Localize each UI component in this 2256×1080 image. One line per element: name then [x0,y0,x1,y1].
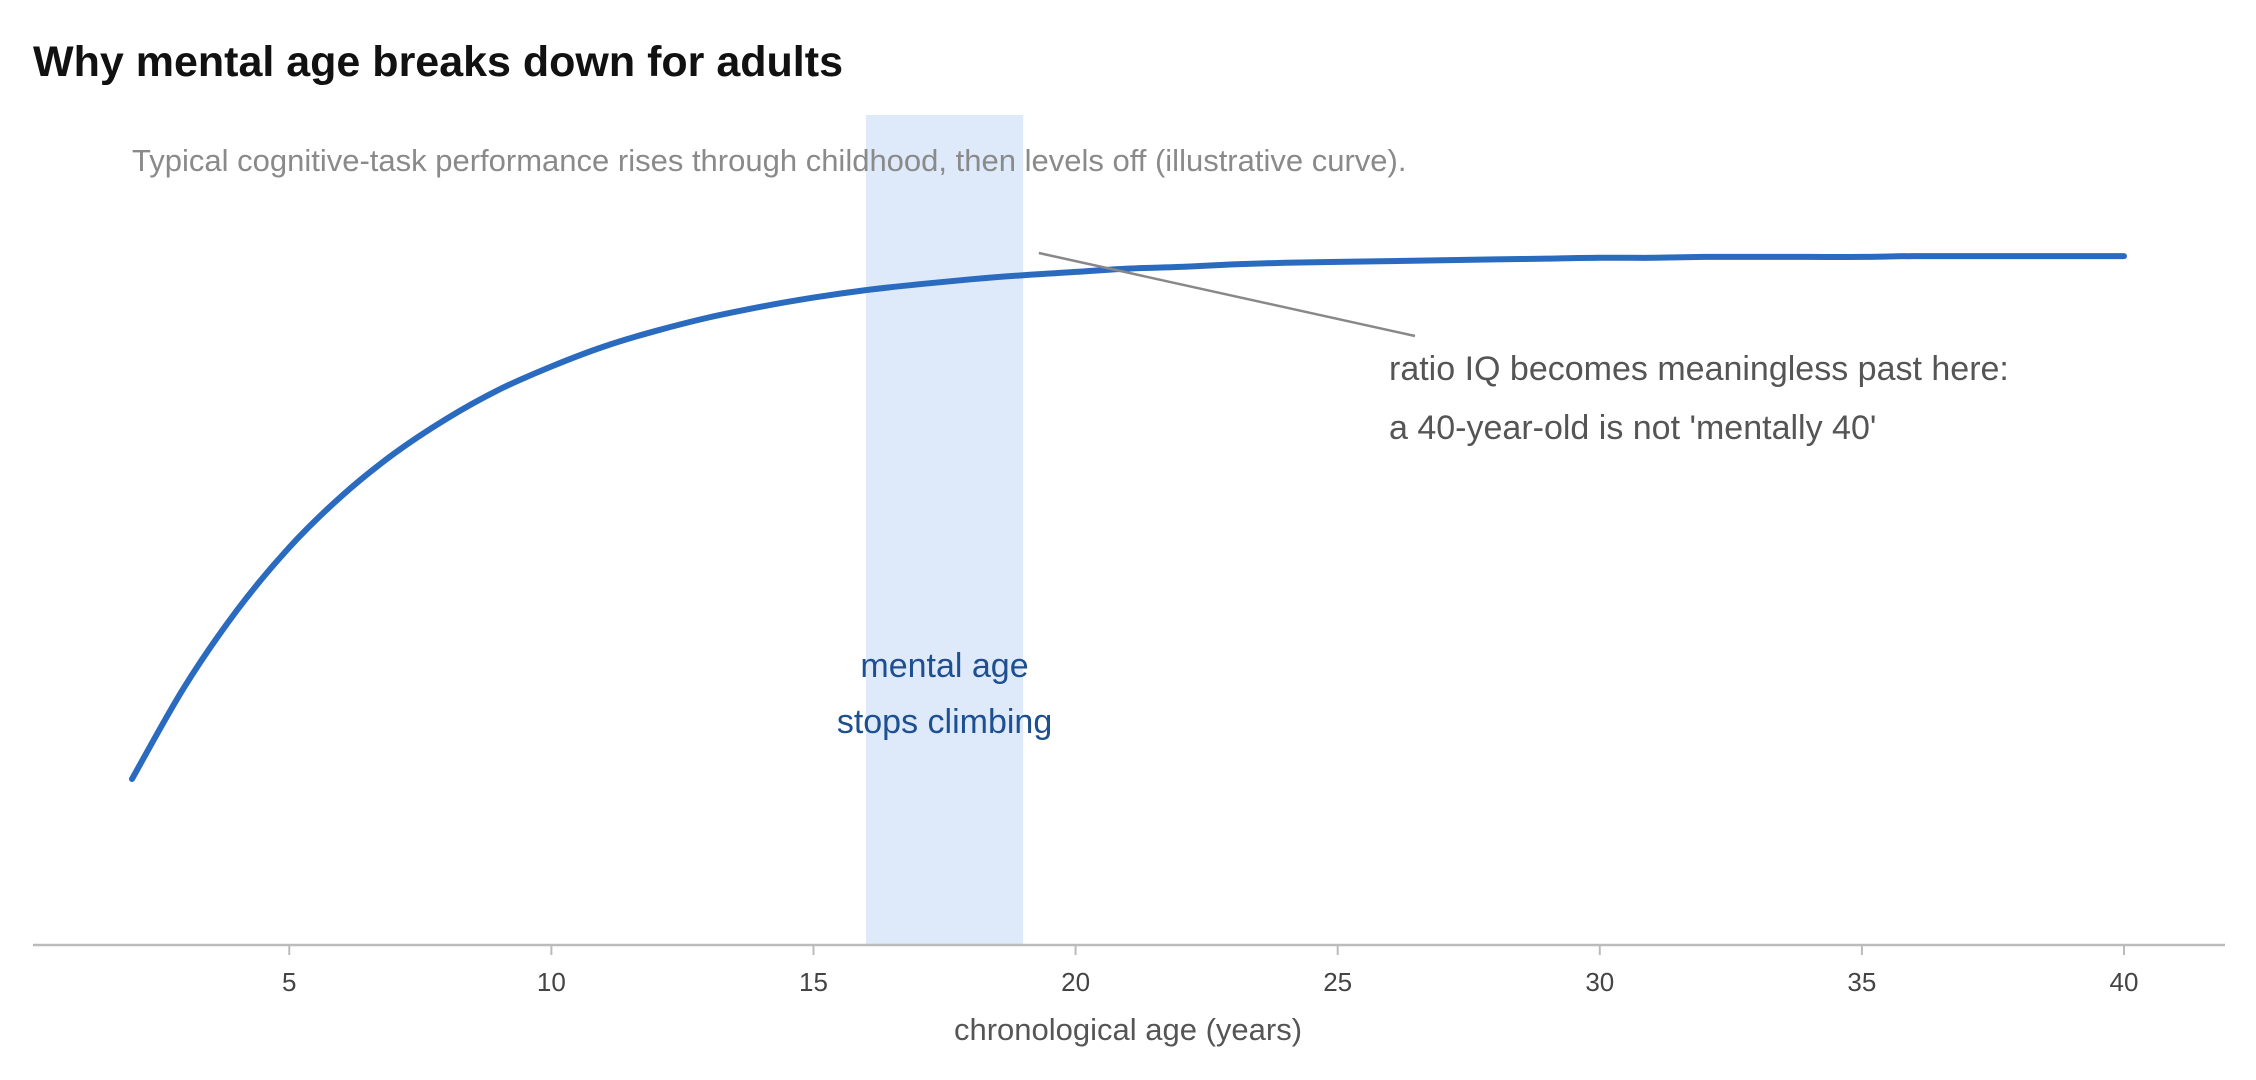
x-tick-label: 15 [799,967,828,997]
x-tick-label: 5 [282,967,296,997]
annotation-line-2: a 40-year-old is not 'mentally 40' [1389,409,1876,447]
band-label-line-2: stops climbing [837,703,1052,741]
x-tick-label: 30 [1585,967,1614,997]
x-ticks: 5 10 15 20 25 30 35 40 [282,945,2138,997]
band-label-line-1: mental age [860,647,1028,685]
series-line [129,253,2127,782]
x-tick-label: 40 [2110,967,2139,997]
annotation-line-1: ratio IQ becomes meaningless past here: [1389,350,2009,388]
chart-subtitle: Typical cognitive-task performance rises… [132,143,1406,178]
x-tick-label: 10 [537,967,566,997]
x-tick-label: 25 [1323,967,1352,997]
x-tick-label: 20 [1061,967,1090,997]
annotation-leader-line [1038,251,1416,338]
x-axis-label: chronological age (years) [954,1012,1302,1047]
x-tick-label: 35 [1847,967,1876,997]
highlight-band [865,115,1024,945]
chart-title: Why mental age breaks down for adults [33,38,843,86]
